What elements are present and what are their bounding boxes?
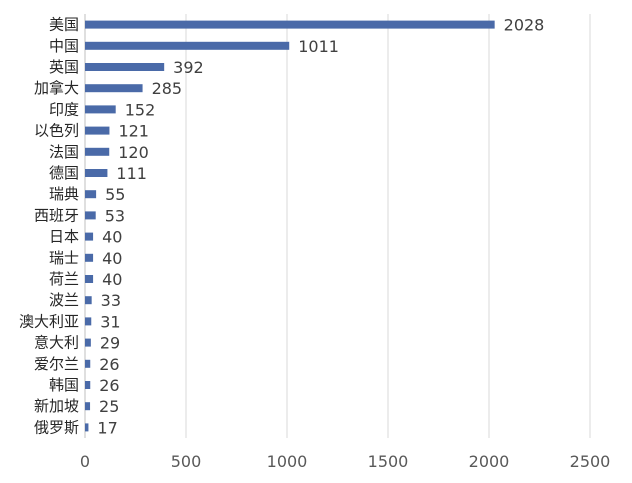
category-label: 爱尔兰 (34, 355, 79, 373)
data-label: 31 (100, 312, 120, 331)
data-label: 29 (100, 334, 120, 353)
category-label: 波兰 (49, 291, 79, 309)
gridlines (84, 14, 591, 438)
category-label: 瑞典 (49, 185, 79, 203)
bar (85, 126, 110, 135)
data-label: 40 (102, 228, 122, 247)
x-tick-label: 1500 (368, 452, 409, 471)
bar (85, 147, 110, 156)
category-label: 德国 (49, 164, 79, 182)
category-label: 以色列 (34, 122, 79, 140)
bar (85, 423, 89, 432)
data-label: 25 (99, 397, 119, 416)
data-label: 392 (173, 58, 204, 77)
data-label: 285 (152, 79, 183, 98)
category-label: 中国 (49, 37, 79, 55)
x-tick-label: 2500 (570, 452, 611, 471)
category-label: 日本 (49, 228, 79, 246)
bar (85, 105, 116, 114)
bar (85, 190, 97, 199)
category-label: 西班牙 (34, 206, 79, 224)
bar (85, 20, 495, 29)
category-label: 法国 (49, 143, 79, 161)
data-label: 40 (102, 249, 122, 268)
data-label: 120 (118, 143, 149, 162)
bar (85, 359, 91, 368)
labels: 美国 2028 中国 1011 英国 392 加拿大 285 印度 152 以色列 121 法国 120 德… (19, 16, 544, 438)
data-label: 152 (125, 100, 156, 119)
x-tick-label: 0 (80, 452, 90, 471)
data-label: 1011 (298, 37, 339, 56)
bar (85, 296, 92, 305)
category-label: 瑞士 (49, 249, 79, 267)
data-label: 55 (105, 185, 125, 204)
bar (85, 84, 143, 93)
category-label: 意大利 (34, 334, 79, 352)
data-label: 111 (116, 164, 147, 183)
x-axis-ticks: 0 500 1000 1500 2000 2500 (80, 452, 610, 471)
category-label: 韩国 (49, 376, 79, 394)
bars (85, 20, 495, 432)
bar (85, 232, 94, 241)
category-label: 印度 (49, 100, 79, 118)
bar (85, 381, 91, 389)
bar (85, 41, 290, 50)
bar (85, 317, 92, 326)
data-label: 33 (101, 291, 121, 310)
bar (85, 275, 94, 283)
x-tick-label: 500 (171, 452, 202, 471)
category-label: 俄罗斯 (34, 418, 79, 436)
category-label: 澳大利亚 (19, 312, 79, 330)
bar (85, 169, 108, 177)
data-label: 17 (97, 418, 117, 437)
category-label: 英国 (49, 58, 79, 76)
category-label: 美国 (49, 16, 79, 34)
data-label: 2028 (504, 16, 545, 35)
x-tick-label: 1000 (267, 452, 308, 471)
data-label: 26 (99, 355, 119, 374)
category-label: 荷兰 (49, 270, 79, 288)
bar (85, 63, 165, 71)
category-label: 新加坡 (34, 397, 79, 415)
category-label: 加拿大 (34, 79, 79, 97)
bar (85, 211, 96, 220)
data-label: 40 (102, 270, 122, 289)
data-label: 26 (99, 376, 119, 395)
bar (85, 402, 91, 411)
data-label: 53 (105, 206, 125, 225)
x-tick-label: 2000 (469, 452, 510, 471)
bar (85, 338, 91, 347)
data-label: 121 (118, 122, 149, 141)
bar (85, 253, 94, 262)
